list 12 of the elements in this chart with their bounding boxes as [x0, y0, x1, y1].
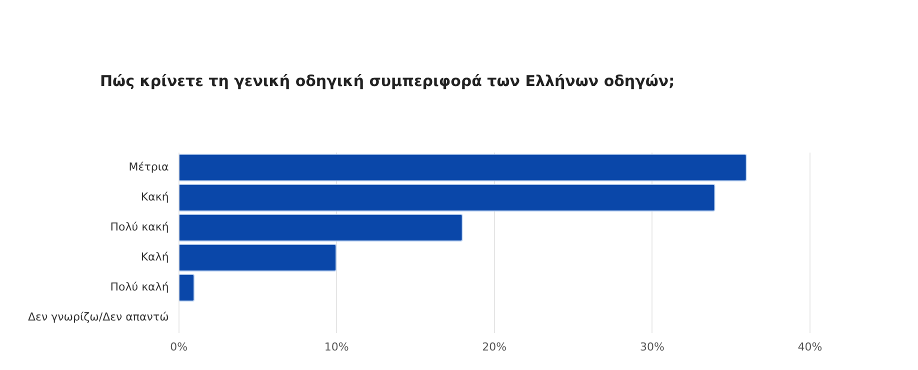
chart-title: Πώς κρίνετε τη γενική οδηγική συμπεριφορά των Ελλήνων οδηγών; [100, 72, 675, 90]
y-tick-label: Πολύ καλή [110, 280, 169, 294]
x-tick-label: 40% [798, 340, 822, 354]
y-tick-label: Πολύ κακή [110, 220, 169, 234]
y-tick-label: Καλή [140, 250, 169, 264]
x-tick-label: 0% [170, 340, 188, 354]
y-tick-label: Δεν γνωρίζω/Δεν απαντώ [28, 310, 169, 324]
x-tick-label: 10% [324, 340, 349, 354]
x-tick-label: 20% [482, 340, 507, 354]
y-tick-label: Μέτρια [128, 160, 169, 174]
x-tick-label: 30% [640, 340, 664, 354]
y-tick-label: Κακή [140, 190, 169, 204]
